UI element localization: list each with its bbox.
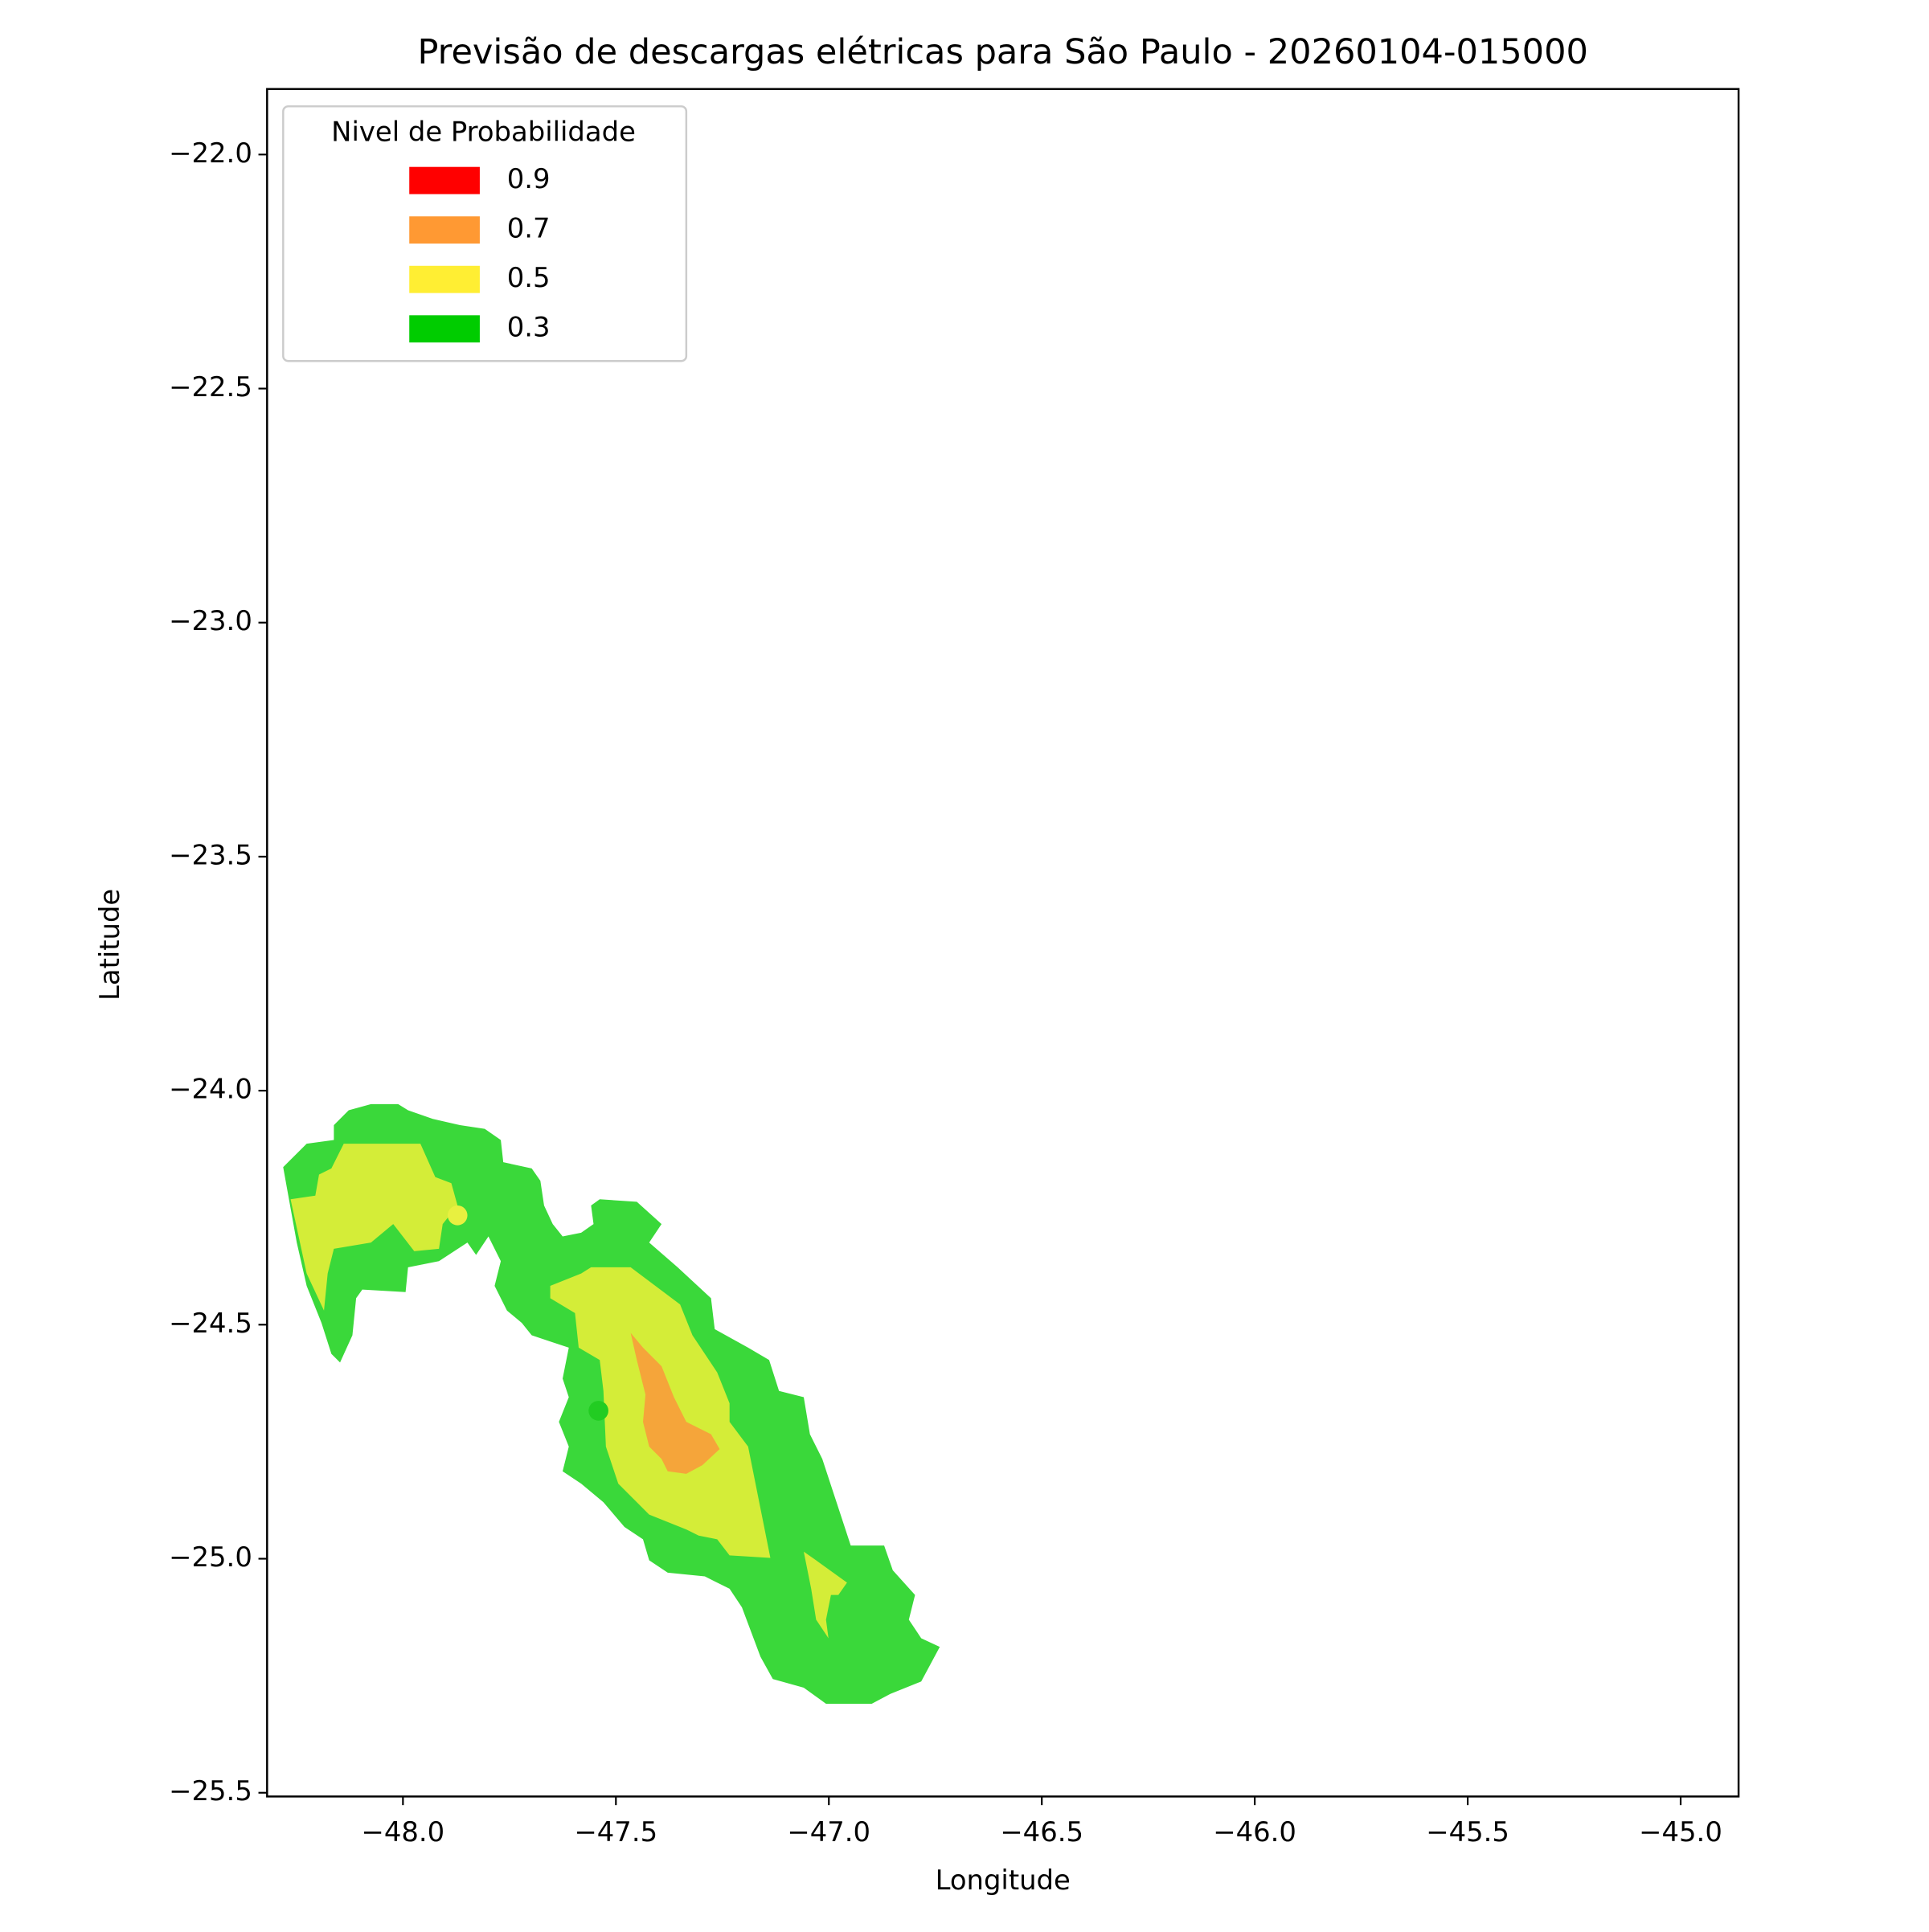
y-tick-label: −23.0 — [169, 605, 252, 636]
legend-label: 0.5 — [507, 262, 551, 293]
legend-swatch — [409, 166, 480, 194]
x-tick-label: −46.5 — [1000, 1816, 1083, 1848]
y-tick-label: −22.5 — [169, 371, 252, 403]
legend-box — [282, 105, 688, 362]
legend-title: Nivel de Probabilidade — [331, 117, 636, 148]
region-low — [588, 1401, 608, 1421]
region-mid — [804, 1551, 847, 1639]
region-mid — [290, 1144, 458, 1311]
region-mid — [447, 1205, 468, 1226]
legend-swatch — [409, 315, 480, 343]
x-tick-label: −47.5 — [574, 1816, 657, 1848]
legend-label: 0.9 — [507, 163, 551, 194]
y-tick-label: −24.5 — [169, 1308, 252, 1339]
y-tick-label: −23.5 — [169, 839, 252, 870]
chart-title: Previsão de descargas elétricas para São… — [417, 32, 1587, 72]
legend-label: 0.3 — [507, 312, 551, 343]
x-axis-label: Longitude — [936, 1864, 1071, 1896]
x-tick-label: −45.0 — [1639, 1816, 1722, 1848]
y-axis-label: Latitude — [94, 889, 125, 1001]
legend-swatch — [409, 216, 480, 244]
legend-label: 0.7 — [507, 213, 551, 244]
contour-regions — [283, 1103, 940, 1704]
x-tick-label: −48.0 — [362, 1816, 445, 1848]
region-high — [630, 1332, 720, 1474]
y-tick-label: −24.0 — [169, 1074, 252, 1105]
x-tick-label: −45.5 — [1426, 1816, 1509, 1848]
y-tick-label: −22.0 — [169, 137, 252, 169]
x-tick-label: −46.0 — [1213, 1816, 1296, 1848]
y-tick-label: −25.5 — [169, 1775, 252, 1807]
legend-swatch — [409, 265, 480, 293]
plot-frame — [266, 88, 1740, 1798]
y-tick-label: −25.0 — [169, 1541, 252, 1573]
x-tick-label: −47.0 — [787, 1816, 870, 1848]
